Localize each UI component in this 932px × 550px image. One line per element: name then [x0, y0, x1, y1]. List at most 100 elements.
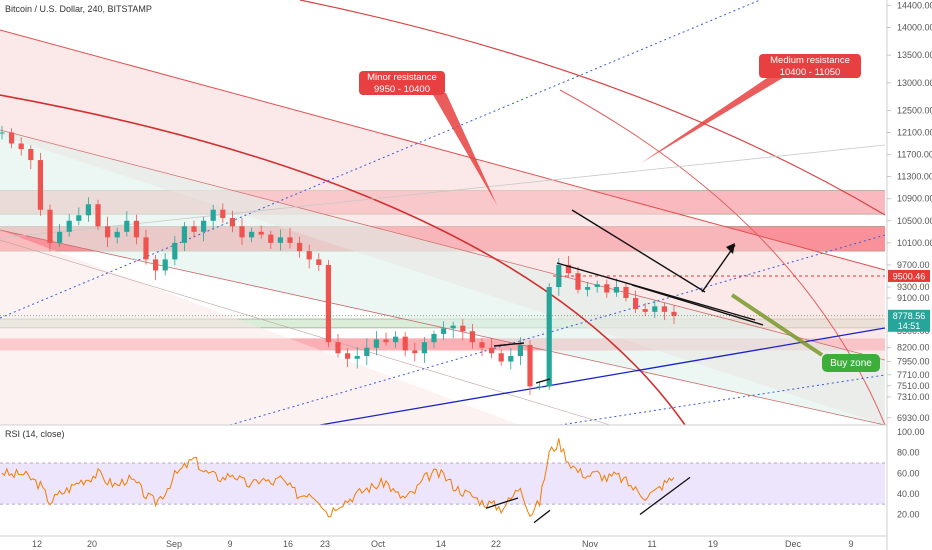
rsi-title: RSI (14, close) — [5, 429, 65, 439]
minor-resistance-callout-pointer — [432, 93, 497, 205]
buy-zone-box — [822, 354, 880, 372]
time-tick-label: 16 — [283, 539, 293, 549]
last-price-badge — [888, 309, 930, 332]
candle-body — [124, 220, 130, 232]
candle-body — [239, 226, 245, 238]
candle-body — [143, 237, 149, 260]
price-tick-label: 10500.00 — [897, 216, 932, 226]
rsi-tick-label: 80.00 — [897, 448, 920, 458]
price-tick-label: 9300.00 — [897, 282, 930, 292]
wedge-upper-line — [571, 209, 706, 293]
medium-resistance-callout-line2: 10400 - 11050 — [780, 67, 841, 78]
candle-body — [421, 342, 427, 354]
time-tick-label: 22 — [491, 539, 501, 549]
candle-body — [47, 209, 53, 243]
target-price-badge — [888, 269, 930, 282]
price-tick-label: 7510.00 — [897, 381, 930, 391]
candle-body — [661, 306, 667, 312]
candle-body — [306, 251, 312, 260]
candle-body — [153, 259, 159, 271]
candle-body — [412, 350, 418, 354]
rsi-tick-label: 40.00 — [897, 489, 920, 499]
price-tick-label: 13500.00 — [897, 50, 932, 60]
time-tick-label: 19 — [708, 539, 718, 549]
rsi-layer — [0, 438, 885, 524]
rsi-tick-label: 100.00 — [897, 427, 925, 437]
candle-body — [450, 325, 456, 329]
candle-body — [354, 356, 360, 359]
candle-body — [191, 226, 197, 232]
candle-body — [527, 344, 533, 387]
target-price-text: 9500.46 — [893, 271, 926, 281]
rsi-divergence-line — [533, 509, 551, 524]
rsi-tick-label: 20.00 — [897, 509, 920, 519]
countdown-text: 14:51 — [898, 321, 921, 331]
candle-body — [469, 331, 475, 343]
price-tick-label: 10900.00 — [897, 194, 932, 204]
candle-body — [383, 339, 389, 343]
price-tick-label: 6930.00 — [897, 413, 930, 423]
time-tick-label: 11 — [647, 539, 656, 549]
candle-body — [258, 231, 264, 235]
candle-body — [201, 220, 207, 232]
candle-body — [441, 328, 447, 334]
candle-body — [335, 342, 341, 354]
candle-body — [585, 287, 591, 290]
drawings-layer — [0, 209, 885, 384]
candles-layer — [0, 125, 677, 396]
candle-body — [431, 333, 437, 343]
rsi-divergence-line — [485, 497, 519, 509]
candle-body — [633, 298, 639, 310]
time-tick-label: 20 — [87, 539, 97, 549]
candle-body — [537, 386, 543, 388]
candle-body — [316, 259, 322, 265]
candle-body — [76, 215, 82, 221]
time-tick-label: 12 — [32, 539, 42, 549]
time-tick-label: Sep — [166, 539, 182, 549]
buy-zone-label: Buy zone — [822, 354, 880, 372]
price-low-line — [535, 378, 551, 384]
price-axis[interactable]: 14400.00 14000.00 13500.00 13000.00 12500.00… — [887, 1, 932, 423]
candle-body — [479, 342, 485, 348]
rsi-band — [0, 463, 885, 505]
breakout-arrow-head — [726, 243, 735, 254]
time-tick-label: Oct — [371, 539, 386, 549]
candle-body — [613, 287, 619, 293]
candle-body — [402, 336, 408, 351]
candle-body — [508, 356, 514, 362]
channel-line — [0, 239, 611, 426]
candle-body — [28, 149, 34, 161]
candle-body — [85, 204, 91, 216]
rsi-divergence-line — [639, 476, 691, 515]
candle-body — [623, 287, 629, 299]
candle-body — [95, 204, 101, 227]
price-tick-label: 12500.00 — [897, 105, 932, 115]
candle-body — [671, 311, 677, 316]
candle-body — [268, 234, 274, 243]
candle-body — [18, 143, 24, 150]
candle-body — [604, 284, 610, 293]
buy-zone-text: Buy zone — [830, 358, 872, 369]
time-tick-label: 9 — [227, 539, 232, 549]
price-tick-label: 9100.00 — [897, 293, 930, 303]
breakout-arrow — [701, 244, 736, 293]
price-tick-label: 13000.00 — [897, 78, 932, 88]
candle-body — [105, 226, 111, 238]
candle-body — [114, 231, 120, 238]
time-axis[interactable]: 12 20 Sep 9 16 23 Oct 14 22 Nov 11 19 Dec 9 — [32, 539, 854, 549]
dotted-trendline — [0, 0, 761, 319]
candle-body — [0, 132, 5, 134]
rsi-pane: RSI (14, close) — [0, 429, 885, 524]
price-tick-label: 8200.00 — [897, 343, 930, 353]
rsi-tick-label: 60.00 — [897, 468, 920, 478]
rsi-axis[interactable]: 100.00 80.00 60.00 40.00 20.00 — [897, 427, 925, 519]
candle-body — [556, 264, 562, 288]
candle-body — [546, 287, 552, 387]
price-tick-label: 11700.00 — [897, 150, 932, 160]
faint-trendline — [0, 144, 886, 239]
support-line — [319, 327, 886, 426]
price-tick-label: 7710.00 — [897, 370, 930, 380]
